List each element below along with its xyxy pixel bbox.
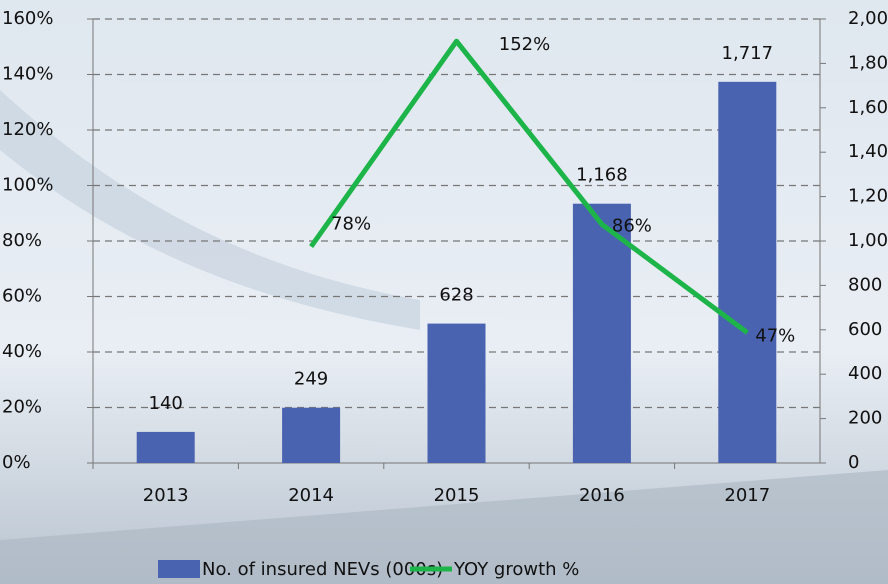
y-tick-label: 140% [2,64,53,85]
bar-value-label: 249 [294,369,328,390]
line-value-label: 152% [499,34,550,55]
y2-tick-label: 400 [848,363,882,384]
y2-tick-label: 1,400 [848,141,888,162]
line-value-label: 47% [755,326,795,347]
bar-value-label: 1,168 [576,165,628,186]
y2-tick-label: 1,800 [848,52,888,73]
y2-tick-label: 2,000 [848,8,888,29]
line [309,38,749,335]
x-tick-label: 2015 [434,485,480,506]
y2-tick-label: 1,600 [848,97,888,118]
bar-value-label: 1,717 [722,43,774,64]
bar-value-label: 628 [439,285,473,306]
x-tick-label: 2017 [724,485,770,506]
y2-tick-label: 600 [848,319,882,340]
y-tick-label: 120% [2,119,53,140]
decor-ground [0,470,888,584]
bar [136,431,195,463]
line-value-label: 78% [331,214,371,235]
legend-label: YOY growth % [453,559,579,580]
y-tick-label: 160% [2,8,53,29]
line-value-label: 86% [612,215,652,236]
y2-tick-label: 0 [848,452,859,473]
x-tick-label: 2016 [579,485,625,506]
decor-road [0,90,420,330]
y2-tick-label: 800 [848,274,882,295]
x-tick-label: 2014 [288,485,334,506]
x-tick-label: 2013 [143,485,189,506]
y2-tick-label: 1,000 [848,230,888,251]
y-tick-label: 0% [2,452,31,473]
bar [427,323,486,463]
y2-tick-label: 1,200 [848,186,888,207]
y-tick-label: 40% [2,341,42,362]
y-tick-label: 100% [2,175,53,196]
y-tick-label: 60% [2,286,42,307]
y-tick-label: 20% [2,397,42,418]
y-tick-label: 80% [2,230,42,251]
legend-label: No. of insured NEVs (000s) [202,559,443,580]
bar [718,81,777,464]
legend-swatch [158,560,200,578]
bar-value-label: 140 [149,393,183,414]
bar [282,407,341,463]
y2-tick-label: 200 [848,408,882,429]
bar [572,203,631,464]
